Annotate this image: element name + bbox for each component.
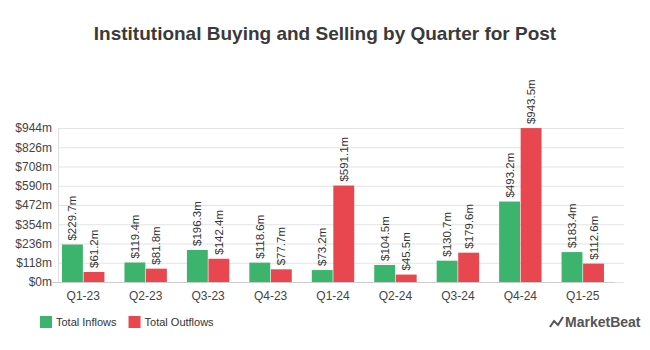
legend-swatch bbox=[40, 316, 52, 328]
watermark-icon bbox=[550, 317, 563, 327]
y-tick-label: $118m bbox=[16, 256, 52, 270]
y-tick-label: $826m bbox=[15, 141, 52, 155]
x-tick: Q4-23 bbox=[254, 282, 288, 303]
bar bbox=[146, 269, 167, 282]
y-axis-line bbox=[59, 129, 625, 283]
x-tick-label: Q1-24 bbox=[316, 289, 350, 303]
data-label: $81.8m bbox=[150, 226, 162, 264]
y-tick-label: $590m bbox=[15, 179, 52, 193]
data-label: $130.7m bbox=[441, 212, 453, 257]
data-label: $104.5m bbox=[379, 216, 391, 261]
bar bbox=[271, 269, 292, 282]
legend-item: Total Inflows bbox=[40, 316, 117, 328]
y-tick-label: $236m bbox=[15, 237, 52, 251]
data-label: $179.6m bbox=[463, 204, 475, 249]
y-axis: $0m $118m $236m $354m $472m $590m $708m $826m $9… bbox=[15, 121, 624, 289]
bar bbox=[333, 186, 354, 282]
legend-swatch bbox=[129, 316, 141, 328]
y-tick-label: $472m bbox=[15, 198, 52, 212]
x-tick-label: Q2-24 bbox=[379, 289, 413, 303]
bar bbox=[562, 252, 583, 282]
x-tick-label: Q1-25 bbox=[566, 289, 600, 303]
watermark-text: MarketBeat bbox=[565, 314, 641, 330]
legend-label: Total Inflows bbox=[56, 316, 117, 328]
x-tick: Q1-23 bbox=[67, 282, 101, 303]
y-tick-label: $944m bbox=[15, 121, 52, 135]
x-tick: Q4-24 bbox=[504, 282, 538, 303]
bars bbox=[62, 128, 604, 282]
legend-label: Total Outflows bbox=[145, 316, 215, 328]
plot: $0m $118m $236m $354m $472m $590m $708m $826m $9… bbox=[15, 79, 624, 302]
legend-item: Total Outflows bbox=[129, 316, 215, 328]
x-tick-label: Q3-24 bbox=[441, 289, 475, 303]
data-label: $73.2m bbox=[316, 228, 328, 266]
y-tick-label: $708m bbox=[15, 160, 52, 174]
data-label: $112.6m bbox=[588, 216, 600, 260]
bar bbox=[499, 202, 520, 282]
x-tick-label: Q4-23 bbox=[254, 289, 288, 303]
bar bbox=[458, 253, 479, 282]
bar bbox=[583, 264, 604, 282]
bar bbox=[521, 128, 542, 282]
x-tick: Q2-24 bbox=[379, 282, 413, 303]
bar bbox=[208, 259, 229, 282]
x-axis: Q1-23 Q2-23 Q3-23 Q4-23 Q1-24 Q2-24 Q3-24 Q4-24… bbox=[53, 282, 615, 303]
bar bbox=[124, 263, 145, 282]
x-tick: Q3-23 bbox=[191, 282, 225, 303]
x-tick-label: Q3-23 bbox=[191, 289, 225, 303]
x-tick: Q3-24 bbox=[441, 282, 475, 303]
x-tick: Q1-24 bbox=[316, 282, 350, 303]
data-label: $229.7m bbox=[66, 196, 78, 241]
data-label: $196.3m bbox=[191, 201, 203, 246]
bar bbox=[187, 250, 208, 282]
chart: Institutional Buying and Selling by Quar… bbox=[0, 0, 650, 350]
x-tick: Q2-23 bbox=[129, 282, 163, 303]
bar bbox=[84, 272, 105, 282]
x-axis-line bbox=[53, 282, 615, 283]
data-label: $591.1m bbox=[338, 137, 350, 182]
x-tick-label: Q4-24 bbox=[504, 289, 538, 303]
data-label: $943.5m bbox=[525, 79, 537, 124]
watermark: MarketBeat bbox=[550, 314, 641, 330]
bar bbox=[396, 275, 417, 282]
bar bbox=[249, 263, 270, 282]
data-label: $118.6m bbox=[254, 215, 266, 259]
data-label: $45.5m bbox=[400, 232, 412, 270]
bar bbox=[62, 245, 83, 282]
data-label: $142.4m bbox=[213, 210, 225, 255]
bar bbox=[437, 261, 458, 282]
x-tick: Q1-25 bbox=[566, 282, 600, 303]
bar bbox=[374, 265, 395, 282]
data-label: $493.2m bbox=[504, 153, 516, 198]
bar bbox=[312, 270, 333, 282]
legend: Total Inflows Total Outflows bbox=[40, 316, 214, 328]
data-label: $183.4m bbox=[566, 203, 578, 248]
data-label: $61.2m bbox=[88, 230, 100, 268]
x-tick-label: Q1-23 bbox=[67, 289, 101, 303]
y-tick-label: $354m bbox=[15, 218, 52, 232]
x-tick-label: Q2-23 bbox=[129, 289, 163, 303]
data-labels: $229.7m $119.4m $196.3m $118.6m $73.2m $104.5… bbox=[66, 79, 599, 270]
y-tick-label: $0m bbox=[29, 275, 52, 289]
title: Institutional Buying and Selling by Quar… bbox=[94, 23, 557, 44]
data-label: $119.4m bbox=[129, 215, 141, 259]
data-label: $77.7m bbox=[275, 227, 287, 265]
